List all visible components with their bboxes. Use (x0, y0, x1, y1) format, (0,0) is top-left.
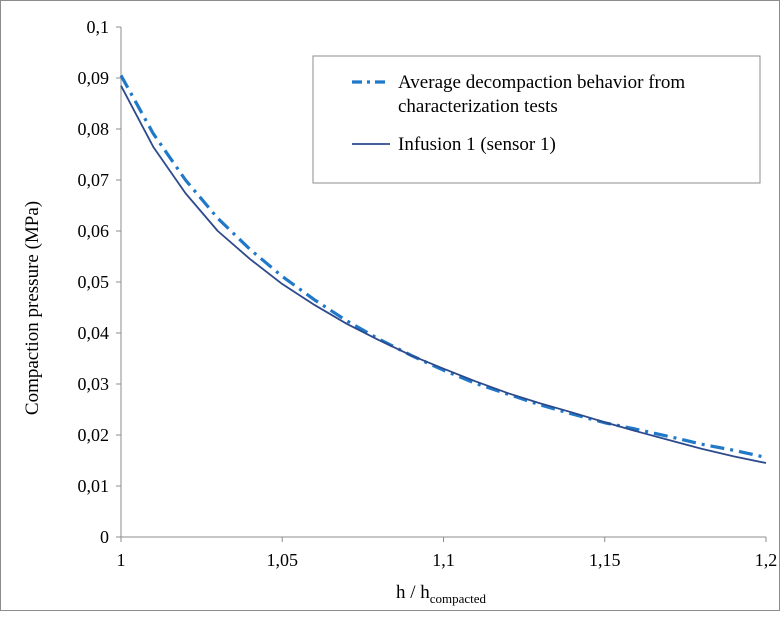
y-tick-label: 0,02 (78, 425, 110, 445)
y-tick-label: 0,06 (78, 221, 110, 241)
x-axis-title: h / hcompacted (396, 582, 487, 606)
legend-label-1: Average decompaction behavior from (398, 72, 685, 93)
x-axis-title-main: h / h (396, 582, 430, 603)
y-tick-label: 0,03 (78, 374, 110, 394)
series-layer (119, 74, 767, 464)
x-tick-label: 1 (117, 550, 126, 570)
legend-box (312, 55, 761, 184)
y-tick-label: 0,08 (78, 119, 110, 139)
y-tick-label: 0,1 (87, 17, 110, 37)
x-tick-label: 1,15 (589, 550, 621, 570)
y-tick-label: 0,07 (78, 170, 110, 190)
y-tick-label: 0,05 (78, 272, 110, 292)
axes: 0 0,01 0,02 0,03 0,04 0,05 0,06 0,07 0,08 0,09 0,1… (78, 17, 778, 570)
y-tick-label: 0 (100, 527, 109, 547)
y-tick-label: 0,01 (78, 476, 110, 496)
legend-label-1: characterization tests (398, 96, 558, 117)
y-tick-label: 0,04 (78, 323, 110, 343)
series-line-2 (120, 85, 767, 464)
legend-label-2: Infusion 1 (sensor 1) (398, 134, 556, 155)
y-axis-title: Compaction pressure (MPa) (22, 201, 43, 415)
x-tick-label: 1,1 (432, 550, 455, 570)
x-tick-label: 1,05 (267, 550, 299, 570)
y-tick-label: 0,09 (78, 68, 110, 88)
x-axis-title-subscript: compacted (430, 591, 487, 606)
legend: Average decompaction behavior from charac… (312, 55, 761, 184)
series-line-1 (119, 74, 767, 460)
x-tick-label: 1,2 (755, 550, 778, 570)
